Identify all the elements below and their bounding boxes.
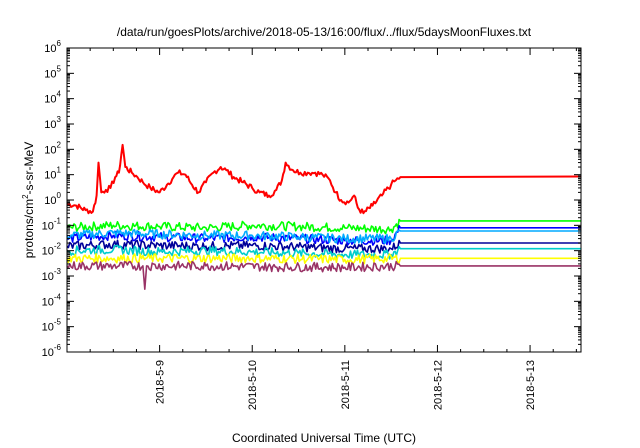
y-tick-label: 101 xyxy=(44,166,61,182)
series-line-7 xyxy=(66,253,581,265)
y-axis-label: protons/cm2-s-sr-MeV xyxy=(21,142,36,258)
x-axis: 2018-5-9 2018-5-10 2018-5-11 2018-5-12 2018-… xyxy=(66,48,577,410)
y-tick-label: 10-1 xyxy=(42,216,62,232)
plot-frame xyxy=(66,47,582,353)
x-tick-label: 2018-5-12 xyxy=(433,360,445,410)
y-tick-label: 10-2 xyxy=(42,242,62,258)
series-line-5 xyxy=(66,239,581,254)
series-line-1 xyxy=(66,143,582,215)
x-tick-label: 2018-5-9 xyxy=(155,360,167,404)
y-tick-label: 103 xyxy=(44,115,61,131)
series-line-4 xyxy=(66,228,581,244)
y-tick-label: 102 xyxy=(44,140,61,156)
series-layer xyxy=(66,143,582,290)
y-tick-label: 10-5 xyxy=(42,318,62,334)
series-line-2 xyxy=(66,218,581,235)
chart-title: /data/run/goesPlots/archive/2018-05-13/1… xyxy=(117,25,532,39)
y-tick-label: 100 xyxy=(44,191,61,207)
y-axis: 10-6 10-5 10-4 10-3 10-2 10-1 100 101 102 103 104 1… xyxy=(42,39,581,359)
y-tick-label: 106 xyxy=(44,39,61,55)
y-tick-label: 105 xyxy=(44,64,61,80)
y-tick-label: 10-6 xyxy=(42,343,62,359)
x-tick-label: 2018-5-11 xyxy=(340,360,352,409)
series-line-8 xyxy=(66,260,581,290)
x-tick-label: 2018-5-13 xyxy=(525,360,537,410)
x-axis-label: Coordinated Universal Time (UTC) xyxy=(232,431,416,445)
x-tick-label: 2018-5-10 xyxy=(247,360,259,410)
y-tick-label: 10-3 xyxy=(42,267,62,283)
y-tick-label: 10-4 xyxy=(42,292,62,308)
y-tick-label: 104 xyxy=(44,90,61,106)
